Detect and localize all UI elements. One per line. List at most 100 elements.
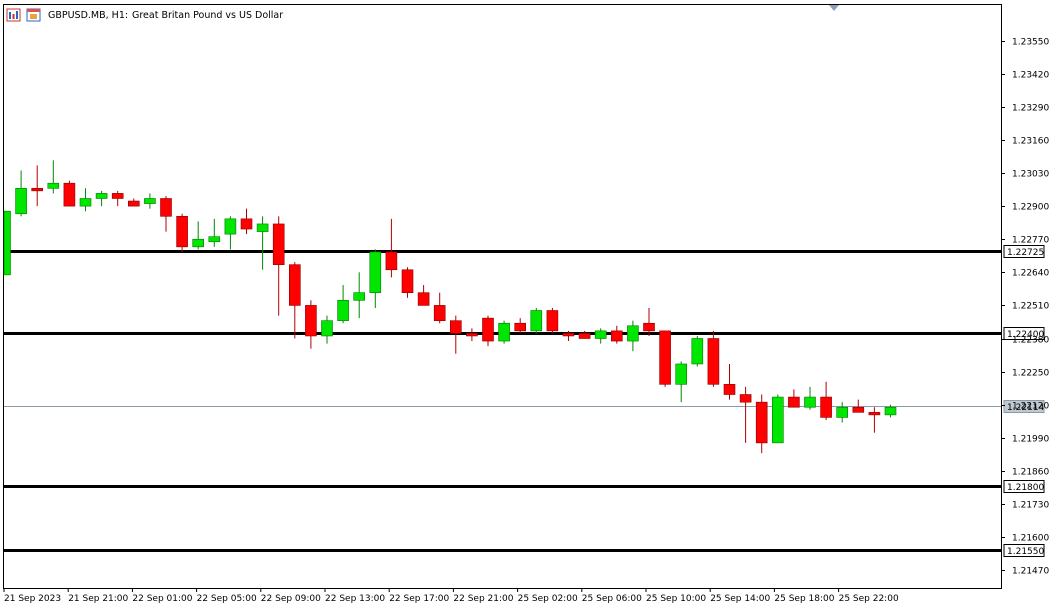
candle[interactable] [482,315,494,347]
candle[interactable] [788,389,800,408]
candle[interactable] [144,193,156,209]
candle[interactable] [820,381,832,420]
candle[interactable] [3,210,11,276]
candle-body [514,322,527,332]
level-price-label: 1.21800 [1007,483,1044,493]
chart-shift-marker[interactable] [829,5,839,11]
candle-body [111,193,124,199]
candle-body [31,188,44,192]
candle-body [337,300,349,321]
candle[interactable] [643,307,655,336]
y-tick-label: 1.23550 [1012,38,1049,48]
candle[interactable] [691,335,704,367]
candle[interactable] [79,188,92,212]
candle-body [836,406,849,418]
level-price-tag [1003,245,1045,258]
candle[interactable] [707,330,720,387]
candle[interactable] [804,386,816,410]
candle-body [482,317,494,342]
candle[interactable] [659,330,671,387]
candle[interactable] [305,300,317,349]
y-tick-label: 1.23420 [1012,71,1049,81]
candle-body [160,198,172,217]
candle[interactable] [128,198,140,207]
candle[interactable] [466,328,478,342]
candle[interactable] [369,249,382,308]
candle[interactable] [675,361,688,403]
candle[interactable] [594,328,607,344]
candle[interactable] [884,404,897,418]
x-tick-label: 25 Sep 10:00 [646,594,706,604]
candle[interactable] [353,272,366,319]
candle-body [305,305,317,337]
candle-body [192,238,204,248]
y-tick-label: 1.22900 [1012,203,1049,213]
x-tick-label: 22 Sep 01:00 [132,594,192,604]
candle-body [546,310,559,332]
y-tick-label: 1.22380 [1012,336,1049,346]
candle-body [562,333,575,337]
candle[interactable] [578,330,591,339]
candle-body [128,200,140,207]
y-tick-label: 1.22510 [1012,302,1049,312]
candle[interactable] [337,285,349,324]
candle-body [353,292,366,301]
x-tick-label: 21 Sep 2023 [4,594,61,604]
candle[interactable] [111,190,124,207]
candle[interactable] [160,195,172,232]
candle[interactable] [610,325,623,344]
x-tick-label: 22 Sep 05:00 [197,594,257,604]
bid-price-tag [1003,400,1045,413]
candle[interactable] [192,221,204,250]
candle[interactable] [627,320,639,352]
candle[interactable] [63,180,76,207]
y-tick-label: 1.22250 [1012,369,1049,379]
candle-body [369,251,382,293]
candle[interactable] [562,330,575,342]
candle[interactable] [240,208,253,235]
candle[interactable] [530,307,543,334]
y-tick-label: 1.22120 [1012,402,1049,412]
candle-body [401,269,414,293]
candle[interactable] [208,218,221,247]
candle[interactable] [449,315,462,354]
candle[interactable] [868,407,881,433]
candle[interactable] [288,262,301,339]
candle-body [288,264,301,306]
candle[interactable] [852,399,865,413]
candle[interactable] [755,394,768,454]
candle-body [643,322,655,332]
candle[interactable] [385,218,398,278]
candle[interactable] [739,386,752,443]
plot-area[interactable] [3,4,1002,589]
candle-body [610,330,623,342]
candle[interactable] [31,165,44,207]
candle[interactable] [321,315,333,344]
candle[interactable] [433,292,446,324]
candle[interactable] [15,170,27,217]
y-tick-label: 1.23160 [1012,137,1049,147]
candle[interactable] [771,394,784,444]
candle[interactable] [224,216,237,250]
level-price-tag [1003,544,1045,557]
x-tick-label: 22 Sep 09:00 [261,594,321,604]
candle[interactable] [514,318,527,334]
candle[interactable] [256,216,269,270]
y-tick-label: 1.21600 [1012,534,1049,544]
candle[interactable] [417,285,430,306]
x-tick-label: 21 Sep 21:00 [68,594,128,604]
candle[interactable] [723,363,736,400]
level-price-label: 1.22400 [1007,330,1044,340]
candle[interactable] [546,307,559,334]
candle-body [788,396,800,408]
candle[interactable] [47,160,60,194]
candle-body [433,305,446,321]
candle[interactable] [95,190,108,207]
candle[interactable] [176,213,188,252]
candle[interactable] [836,402,849,423]
candle[interactable] [401,267,414,298]
candle[interactable] [272,216,285,316]
candle-body [449,320,462,334]
candle[interactable] [498,320,510,344]
